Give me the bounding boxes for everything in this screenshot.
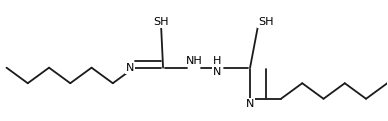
Text: SH: SH	[258, 17, 273, 27]
Text: H: H	[213, 56, 222, 65]
Text: N: N	[213, 68, 222, 77]
Text: N: N	[246, 99, 254, 109]
Text: SH: SH	[153, 17, 169, 27]
Text: NH: NH	[185, 57, 203, 66]
Text: N: N	[126, 63, 134, 73]
